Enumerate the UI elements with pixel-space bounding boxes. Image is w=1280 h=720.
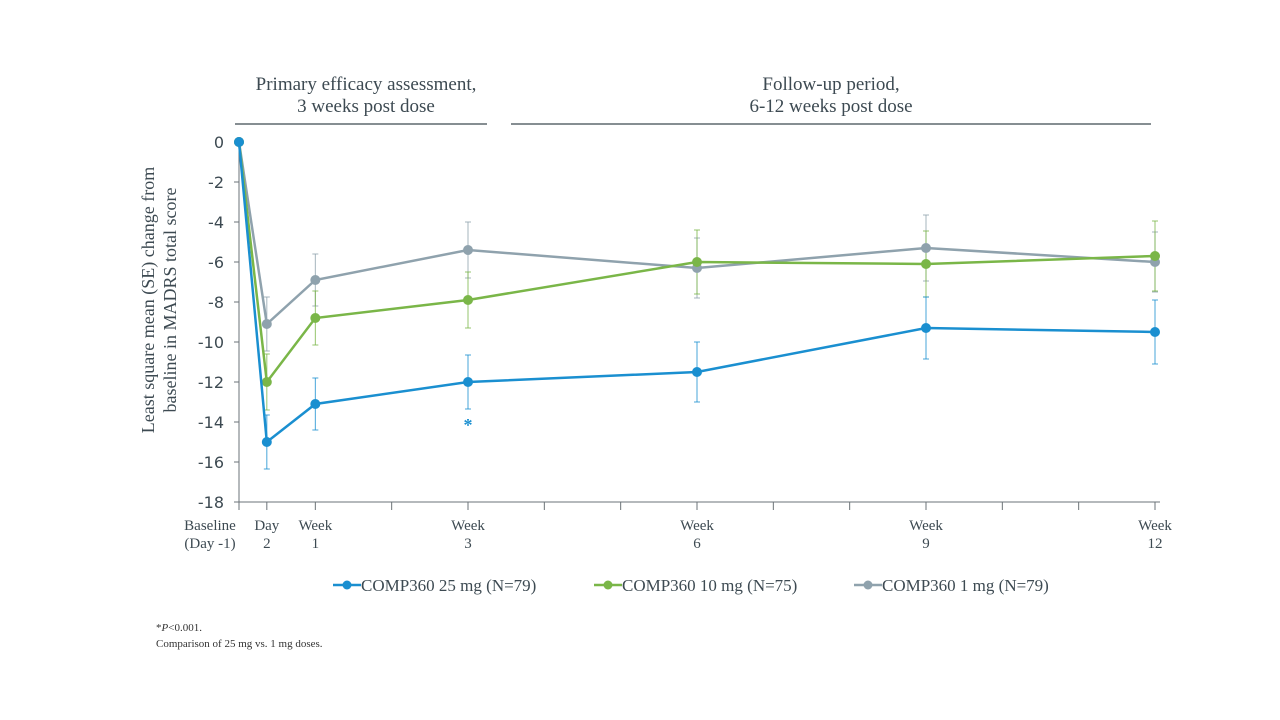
y-tick-label: -8	[208, 293, 224, 312]
x-tick-label: Week	[451, 518, 485, 534]
x-tick-label: Week	[298, 518, 332, 534]
y-axis-label: baseline in MADRS total score	[160, 188, 180, 413]
data-point	[921, 323, 931, 333]
legend-marker	[342, 580, 352, 590]
data-point	[1150, 327, 1160, 337]
data-point	[921, 259, 931, 269]
x-tick-label: 9	[922, 536, 930, 552]
data-point	[692, 367, 702, 377]
data-point	[234, 137, 244, 147]
y-axis-label: Least square mean (SE) change from	[138, 167, 159, 433]
x-tick-label: Week	[909, 518, 943, 534]
data-point	[463, 377, 473, 387]
legend-label: COMP360 25 mg (N=79)	[361, 576, 536, 595]
footnote-comparison: Comparison of 25 mg vs. 1 mg doses.	[156, 638, 323, 650]
data-point	[310, 313, 321, 323]
data-point	[261, 377, 272, 387]
data-point	[463, 245, 473, 255]
footnote-p: P	[161, 622, 169, 634]
data-point	[921, 243, 931, 253]
y-tick-label: -16	[198, 453, 224, 472]
x-tick-label: Day	[254, 518, 279, 534]
y-tick-label: -14	[198, 413, 224, 432]
legend-label: COMP360 10 mg (N=75)	[622, 576, 797, 595]
x-tick-label: 6	[693, 536, 701, 552]
y-tick-label: -18	[198, 493, 224, 512]
data-point	[310, 399, 321, 409]
data-point	[463, 295, 473, 305]
footnote-significance: *P<0.001.	[156, 622, 202, 634]
y-tick-label: 0	[214, 133, 224, 152]
section-label: Primary efficacy assessment,	[256, 74, 477, 95]
x-tick-label: Week	[1138, 518, 1172, 534]
section-label: 6-12 weeks post dose	[749, 96, 912, 117]
x-tick-label: Week	[680, 518, 714, 534]
footnote-star: *	[156, 622, 162, 634]
footnote-p-value: <0.001.	[168, 622, 202, 634]
data-point	[261, 319, 272, 329]
y-tick-label: -12	[198, 373, 224, 392]
section-label: Follow-up period,	[762, 74, 899, 95]
y-tick-label: -4	[208, 213, 224, 232]
data-point	[310, 275, 321, 285]
data-point	[261, 437, 272, 447]
data-point	[692, 257, 702, 267]
legend-label: COMP360 1 mg (N=79)	[882, 576, 1049, 595]
x-tick-label: 2	[263, 536, 271, 552]
significance-marker: *	[464, 415, 473, 435]
x-tick-label: 12	[1148, 536, 1163, 552]
data-point	[1150, 251, 1160, 261]
x-tick-label: 1	[312, 536, 320, 552]
x-tick-label: (Day -1)	[184, 536, 235, 552]
x-tick-label: 3	[464, 536, 472, 552]
y-tick-label: -2	[208, 173, 224, 192]
y-tick-label: -6	[208, 253, 224, 272]
y-tick-label: -10	[198, 333, 224, 352]
legend-marker	[863, 580, 873, 590]
legend-marker	[603, 580, 613, 590]
x-tick-label: Baseline	[184, 518, 236, 534]
section-label: 3 weeks post dose	[297, 96, 435, 117]
